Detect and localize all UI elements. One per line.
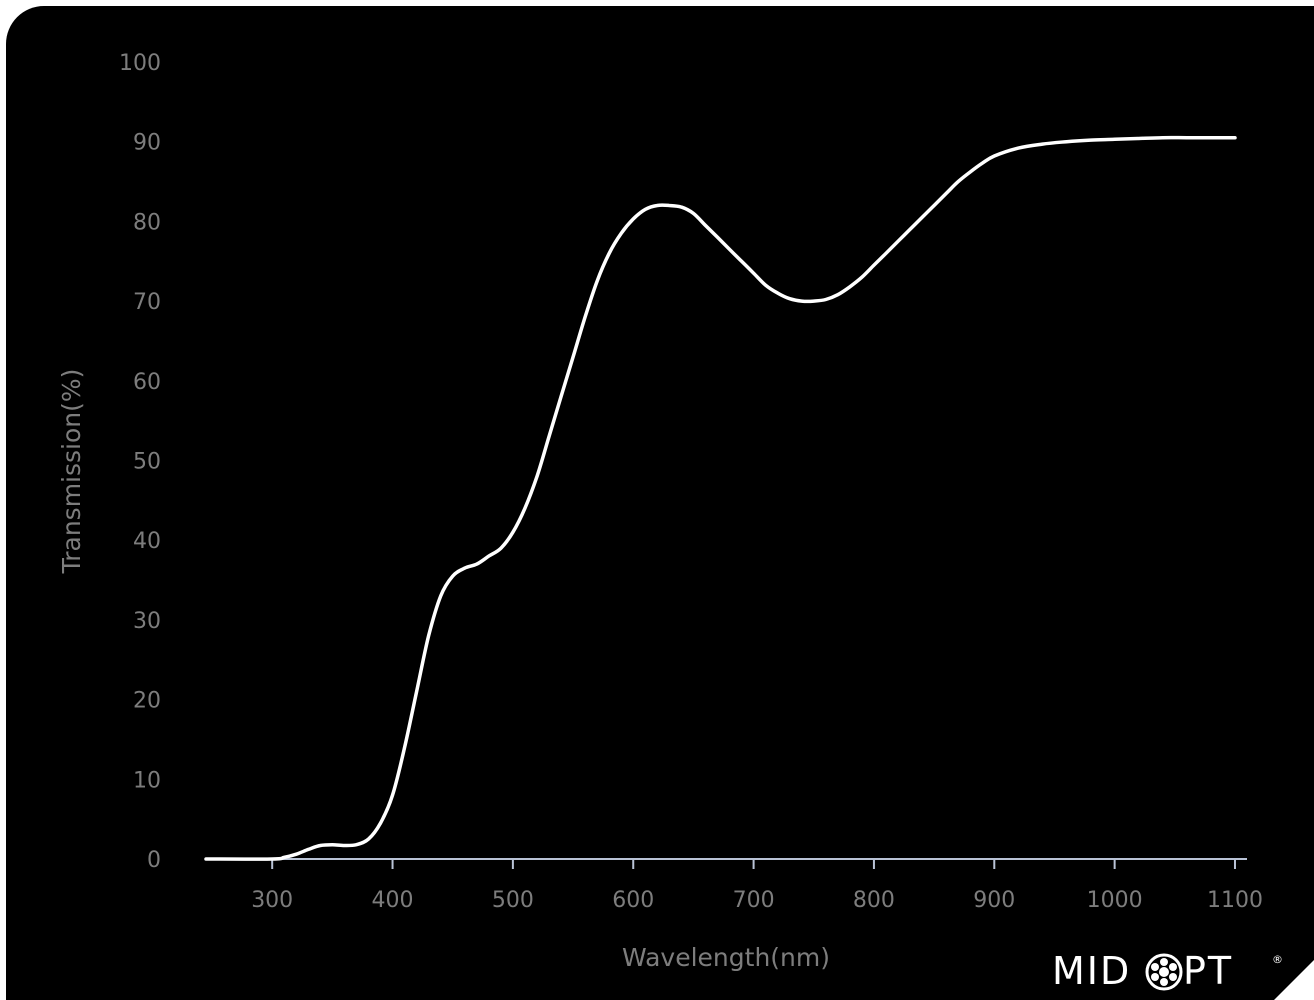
transmission-curve <box>204 135 1237 861</box>
lens-rosette-icon <box>1145 953 1183 991</box>
x-axis-label: Wavelength(nm) <box>622 943 830 972</box>
y-tick-label: 100 <box>119 51 161 76</box>
x-tick-label: 800 <box>853 888 895 913</box>
y-tick-label: 90 <box>133 131 161 156</box>
chart-panel: 0 10 20 30 40 50 60 70 80 90 100 300 400 500 600 700 80… <box>6 6 1314 1000</box>
registered-mark: ® <box>1272 953 1283 966</box>
y-tick-label: 80 <box>133 210 161 235</box>
midopt-logo: MID PT ® <box>1052 949 1283 993</box>
y-tick-label: 70 <box>133 290 161 315</box>
x-tick-label: 600 <box>612 888 654 913</box>
x-tick-label: 1000 <box>1087 888 1143 913</box>
y-tick-label: 10 <box>133 768 161 793</box>
x-axis-ticks: 300 400 500 600 700 800 900 1000 1100 <box>251 859 1263 913</box>
x-tick-label: 500 <box>492 888 534 913</box>
x-tick-label: 400 <box>372 888 414 913</box>
y-tick-label: 0 <box>147 848 161 873</box>
x-tick-label: 300 <box>251 888 293 913</box>
y-axis-label: Transmission(%) <box>57 369 86 575</box>
y-tick-label: 40 <box>133 529 161 554</box>
x-tick-label: 1100 <box>1207 888 1263 913</box>
logo-text-left: MID <box>1052 949 1131 993</box>
y-tick-label: 20 <box>133 689 161 714</box>
y-tick-label: 50 <box>133 450 161 475</box>
logo-text-right: PT <box>1183 949 1233 993</box>
y-tick-label: 60 <box>133 370 161 395</box>
x-tick-label: 900 <box>973 888 1015 913</box>
y-tick-label: 30 <box>133 609 161 634</box>
transmission-chart: 0 10 20 30 40 50 60 70 80 90 100 300 400 500 600 700 80… <box>57 51 1283 993</box>
y-axis-ticks: 0 10 20 30 40 50 60 70 80 90 100 <box>119 51 161 873</box>
x-tick-label: 700 <box>733 888 775 913</box>
